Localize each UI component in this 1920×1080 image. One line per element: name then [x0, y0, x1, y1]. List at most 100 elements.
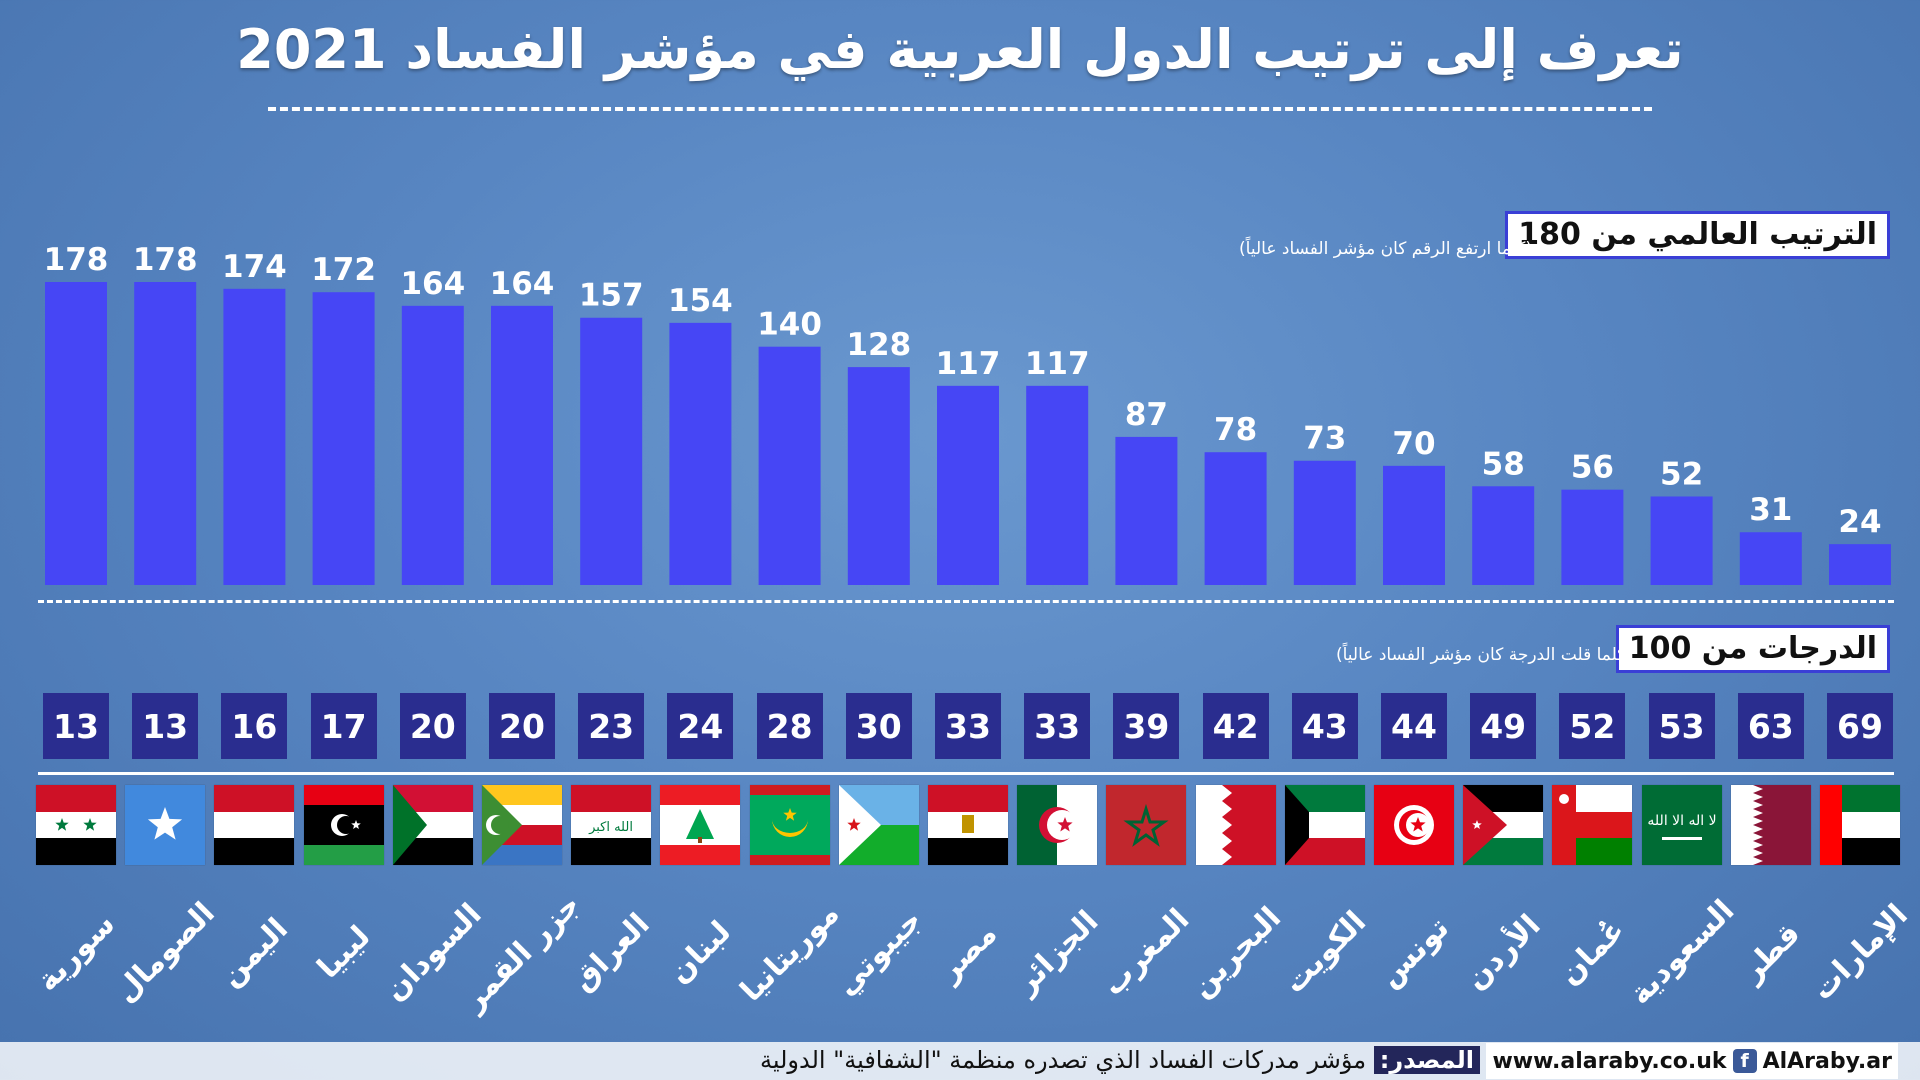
- flag-icon: [1106, 785, 1187, 865]
- rank-value-label: 52: [1660, 456, 1703, 492]
- source-label: المصدر:: [1373, 1046, 1480, 1074]
- rank-value-label: 178: [44, 242, 109, 278]
- flag-icon: [303, 785, 384, 865]
- flag-icon: [214, 785, 295, 865]
- score-box: 42: [1202, 693, 1269, 759]
- facebook-icon: f: [1732, 1049, 1757, 1073]
- rank-value-label: 78: [1214, 412, 1257, 448]
- score-box: 43: [1291, 693, 1358, 759]
- rank-bar: [758, 346, 821, 585]
- svg-text:لا اله الا الله: لا اله الا الله: [1647, 813, 1716, 829]
- score-box: 52: [1559, 693, 1626, 759]
- score-box: 44: [1381, 693, 1447, 759]
- rank-bar: [1650, 496, 1713, 585]
- flag-icon: [1463, 785, 1544, 865]
- score-box: 53: [1648, 693, 1715, 759]
- site-url[interactable]: www.alaraby.co.uk: [1492, 1048, 1727, 1074]
- rank-bar: [1472, 486, 1535, 585]
- rank-value-label: 128: [846, 327, 911, 363]
- score-box: 23: [578, 693, 645, 759]
- flag-icon: [838, 785, 919, 865]
- score-box: 17: [310, 693, 377, 759]
- rank-value-label: 172: [311, 252, 376, 288]
- score-box: 24: [667, 693, 734, 759]
- flag-icon: [1730, 785, 1811, 865]
- rank-value-label: 157: [579, 278, 644, 314]
- score-box: 69: [1827, 693, 1893, 759]
- page-title: تعرف إلى ترتيب الدول العربية في مؤشر الف…: [236, 18, 1684, 81]
- score-box: 49: [1470, 693, 1537, 759]
- section-divider: [38, 600, 1894, 603]
- flag-divider: [38, 772, 1894, 775]
- rank-bar: [1026, 385, 1089, 585]
- rank-value-label: 56: [1571, 450, 1614, 486]
- score-box: 13: [132, 693, 199, 759]
- flag-icon: [660, 785, 741, 865]
- rank-bar: [1739, 532, 1802, 585]
- rank-bar: [1293, 460, 1356, 585]
- rank-value-label: 70: [1392, 426, 1435, 462]
- flag-icon: [1017, 785, 1098, 865]
- rank-value-label: 154: [668, 283, 733, 319]
- source-credit: المصدر: مؤشر مدركات الفساد الذي تصدره من…: [760, 1043, 1480, 1077]
- rank-value-label: 31: [1749, 492, 1792, 528]
- score-box: 28: [756, 693, 823, 759]
- source-text: مؤشر مدركات الفساد الذي تصدره منظمة "الش…: [759, 1046, 1374, 1074]
- rank-bar: [1829, 544, 1891, 585]
- rank-bar: [847, 367, 910, 585]
- score-box: 39: [1113, 693, 1180, 759]
- rank-bar: [937, 385, 999, 585]
- rank-value-label: 140: [757, 307, 822, 343]
- score-box: 16: [221, 693, 288, 759]
- rank-bar: [1204, 452, 1267, 585]
- rank-bar: [580, 317, 643, 585]
- score-box: 30: [845, 693, 912, 759]
- title-divider: [268, 107, 1652, 111]
- rank-bar: [1383, 465, 1445, 585]
- score-box: 20: [399, 693, 466, 759]
- flag-icon: [1374, 785, 1454, 865]
- rank-value-label: 58: [1482, 446, 1525, 482]
- score-legend-heading: الدرجات من 100: [1615, 625, 1890, 673]
- flag-icon: [1284, 785, 1365, 865]
- flag-icon: لا اله الا الله: [1641, 785, 1722, 865]
- rank-legend-note: (كلما ارتفع الرقم كان مؤشر الفساد عالياً…: [1239, 239, 1532, 259]
- rank-value-label: 117: [936, 346, 1001, 382]
- svg-text:الله اكبر: الله اكبر: [588, 820, 633, 835]
- rank-bar: [1561, 489, 1624, 585]
- rank-bar: [223, 288, 286, 585]
- score-box: 33: [1024, 693, 1091, 759]
- site-credit[interactable]: www.alaraby.co.uk f AlAraby.ar: [1486, 1043, 1898, 1079]
- flag-icon: الله اكبر: [571, 785, 652, 865]
- flag-icon: [482, 785, 562, 865]
- flag-icon: [1195, 785, 1276, 865]
- flag-icon: [1820, 785, 1900, 865]
- rank-value-label: 164: [490, 266, 555, 302]
- rank-value-label: 24: [1838, 504, 1881, 540]
- social-handle[interactable]: AlAraby.ar: [1762, 1048, 1892, 1074]
- rank-value-label: 174: [222, 249, 287, 285]
- score-box: 13: [43, 693, 109, 759]
- rank-bar: [134, 282, 197, 585]
- rank-bar: [669, 322, 732, 585]
- flag-icon: [392, 785, 473, 865]
- flag-icon: [125, 785, 206, 865]
- rank-value-label: 164: [400, 266, 465, 302]
- rank-bar: [312, 292, 375, 585]
- rank-bar: [45, 282, 107, 585]
- rank-value-label: 73: [1303, 421, 1346, 457]
- flag-icon: [749, 785, 830, 865]
- flag-icon: [928, 785, 1008, 865]
- score-box: 63: [1737, 693, 1804, 759]
- rank-legend-heading: الترتيب العالمي من 180: [1505, 211, 1890, 259]
- rank-value-label: 117: [1025, 346, 1090, 382]
- score-box: 33: [935, 693, 1001, 759]
- rank-bar-chart: 178 178 174 172 164 164 157 154 140 128 117 117 87 78…: [44, 242, 1891, 585]
- rank-value-label: 178: [133, 242, 198, 278]
- flag-icon: [1552, 785, 1633, 865]
- rank-bar: [401, 305, 464, 585]
- score-box: 20: [489, 693, 555, 759]
- rank-value-label: 87: [1125, 397, 1168, 433]
- flag-icon: [36, 785, 116, 865]
- score-legend-note: (كلما قلت الدرجة كان مؤشر الفساد عالياً): [1335, 645, 1632, 665]
